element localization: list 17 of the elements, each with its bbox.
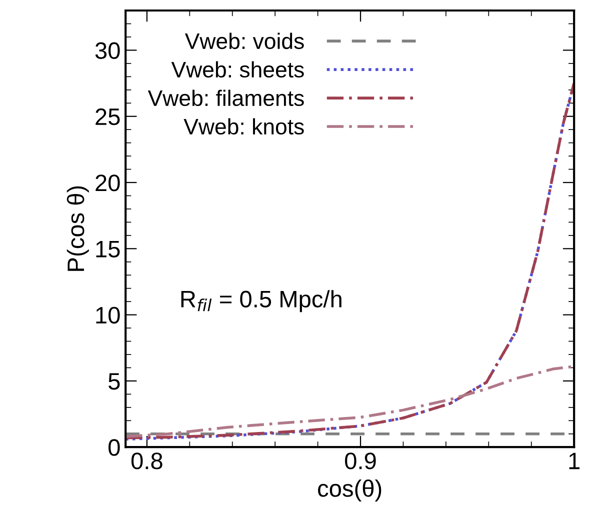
x-tick-label: 0.9	[345, 452, 376, 470]
y-tick-label: 30	[95, 42, 120, 59]
y-tick-label: 5	[108, 373, 120, 390]
legend-label: Vweb: filaments	[148, 90, 304, 106]
x-axis-title: cos(θ)	[318, 480, 382, 502]
x-tick-label: 1	[569, 452, 580, 470]
y-tick-label: 10	[96, 306, 120, 324]
annotation: R$_{fil}$ = 0.5 Mpc/h	[181, 290, 342, 312]
legend-label: Vweb: knots	[184, 118, 304, 135]
x-tick-label: 0.8	[131, 452, 162, 470]
y-tick-label: 15	[96, 240, 120, 258]
y-tick-label: 0	[108, 439, 120, 456]
legend-label: Vweb: sheets	[171, 61, 304, 78]
y-axis-title: P(cos θ)	[66, 186, 89, 271]
legend-label: Vweb: voids	[184, 32, 304, 50]
y-tick-label: 25	[96, 108, 120, 126]
y-tick-label: 20	[96, 174, 120, 192]
